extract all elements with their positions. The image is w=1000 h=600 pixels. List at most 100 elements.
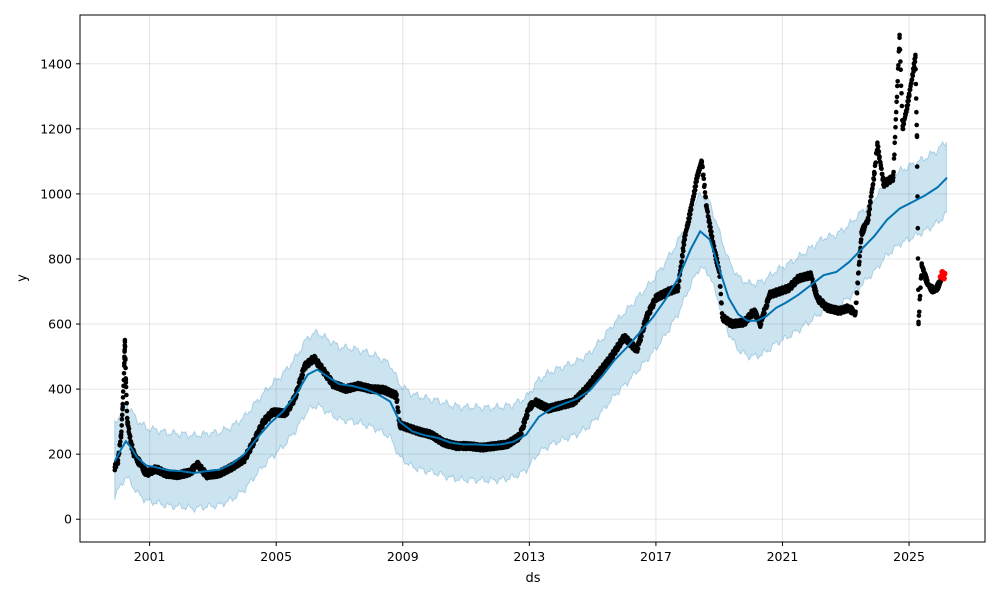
- observed-point: [905, 102, 911, 108]
- observed-point: [719, 301, 724, 306]
- observed-point: [925, 282, 931, 288]
- observed-point: [764, 303, 770, 309]
- observed-point: [909, 77, 915, 82]
- observed-point: [846, 305, 852, 311]
- y-tick-label: 400: [48, 382, 72, 397]
- observed-point: [479, 445, 485, 450]
- observed-point: [527, 404, 532, 410]
- observed-point: [124, 415, 130, 421]
- observed-point: [857, 253, 862, 259]
- observed-point: [703, 194, 708, 200]
- observed-point: [892, 152, 897, 157]
- observed-point: [729, 321, 735, 327]
- observed-point: [932, 289, 937, 294]
- observed-point: [871, 172, 877, 177]
- observed-point: [865, 217, 871, 223]
- observed-point: [897, 47, 903, 52]
- observed-point: [311, 355, 317, 361]
- observed-point: [893, 109, 899, 115]
- observed-point: [686, 219, 692, 224]
- observed-point: [898, 59, 903, 64]
- observed-point: [119, 416, 125, 422]
- observed-point: [881, 181, 887, 187]
- observed-point: [683, 232, 688, 238]
- observed-point: [194, 461, 200, 467]
- observed-point: [120, 395, 126, 400]
- observed-point: [894, 94, 900, 100]
- observed-point: [871, 177, 877, 182]
- observed-point: [124, 392, 129, 398]
- observed-point: [675, 285, 681, 291]
- observed-point: [900, 126, 906, 132]
- observed-point: [175, 473, 181, 478]
- observed-point: [914, 133, 920, 138]
- observed-point: [895, 83, 900, 89]
- observed-point: [270, 409, 276, 415]
- observed-point: [898, 67, 903, 72]
- observed-point: [609, 354, 614, 359]
- observed-point: [394, 393, 399, 398]
- observed-point: [122, 360, 127, 366]
- observed-point: [762, 310, 767, 316]
- observed-point: [123, 380, 129, 385]
- y-tick-label: 600: [48, 317, 72, 332]
- observed-point: [718, 291, 724, 297]
- observed-point: [701, 176, 707, 181]
- observed-point: [679, 259, 685, 264]
- observed-point: [681, 248, 686, 254]
- observed-point: [914, 122, 919, 128]
- observed-point: [877, 154, 882, 159]
- observed-point: [204, 473, 209, 478]
- observed-point: [682, 237, 687, 242]
- observed-point: [859, 230, 864, 236]
- observed-point: [868, 200, 873, 205]
- observed-point: [522, 420, 528, 425]
- y-tick-label: 1200: [40, 121, 72, 136]
- observed-point: [525, 412, 530, 418]
- observed-point: [854, 290, 860, 296]
- observed-point: [216, 471, 222, 476]
- uncertainty-band: [114, 140, 947, 514]
- y-tick-label: 0: [64, 512, 72, 527]
- observed-point: [120, 404, 126, 410]
- observed-point: [814, 295, 820, 301]
- observed-point: [824, 305, 830, 311]
- observed-point: [521, 423, 527, 429]
- observed-point: [796, 276, 801, 281]
- observed-point: [917, 293, 923, 299]
- observed-point: [810, 276, 815, 282]
- observed-point: [704, 204, 709, 210]
- x-axis-ticks: 2001 2005 2009 2013 2017 2021 2025: [134, 542, 925, 564]
- observed-point: [681, 242, 687, 248]
- observed-point: [915, 256, 921, 261]
- observed-point: [869, 193, 874, 199]
- observed-point: [858, 237, 864, 242]
- observed-point: [680, 254, 685, 259]
- observed-point: [330, 381, 336, 387]
- observed-point: [533, 399, 538, 405]
- observed-point: [261, 419, 266, 424]
- observed-point: [709, 234, 715, 239]
- observed-point: [709, 229, 714, 234]
- observed-point: [854, 300, 859, 306]
- observed-point: [694, 175, 700, 180]
- observed-point: [394, 397, 400, 403]
- observed-point: [751, 308, 757, 314]
- observed-point: [119, 412, 125, 418]
- observed-point: [694, 179, 699, 184]
- observed-point: [639, 334, 644, 339]
- observed-point: [892, 134, 898, 140]
- observed-point: [912, 59, 918, 64]
- observed-point: [855, 280, 861, 286]
- observed-point: [454, 443, 459, 449]
- observed-point: [343, 386, 349, 392]
- highlight-points: [937, 268, 948, 282]
- observed-point: [596, 370, 602, 376]
- x-tick-label: 2009: [387, 549, 419, 564]
- observed-point: [895, 79, 900, 84]
- observed-point: [693, 183, 699, 189]
- observed-point: [897, 35, 902, 41]
- observed-point: [891, 169, 896, 175]
- x-axis-label: ds: [525, 571, 540, 586]
